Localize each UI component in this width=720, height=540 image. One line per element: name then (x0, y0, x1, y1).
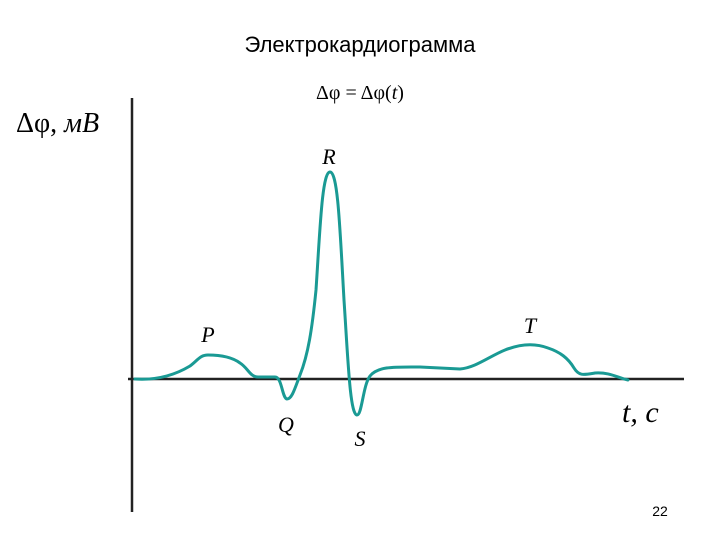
x-axis-label: t, c (622, 396, 659, 429)
wave-label: Q (278, 412, 294, 437)
formula-part: ) (397, 82, 404, 104)
wave-label: P (200, 322, 214, 347)
formula: Δφ = Δφ(t) (316, 82, 404, 104)
wave-label: T (524, 313, 538, 338)
ecg-curve (133, 170, 630, 417)
y-axis-unit: мВ (63, 108, 99, 139)
y-axis-symbol: Δφ, (16, 108, 64, 139)
formula-part: Δφ = Δφ( (316, 82, 392, 104)
title: Электрокардиограмма (245, 32, 477, 57)
page-number: 22 (652, 503, 668, 519)
wave-label: R (321, 144, 336, 169)
wave-label: S (355, 426, 366, 451)
formula-var: t (392, 82, 398, 104)
y-axis-label: Δφ, мВ (16, 108, 99, 139)
